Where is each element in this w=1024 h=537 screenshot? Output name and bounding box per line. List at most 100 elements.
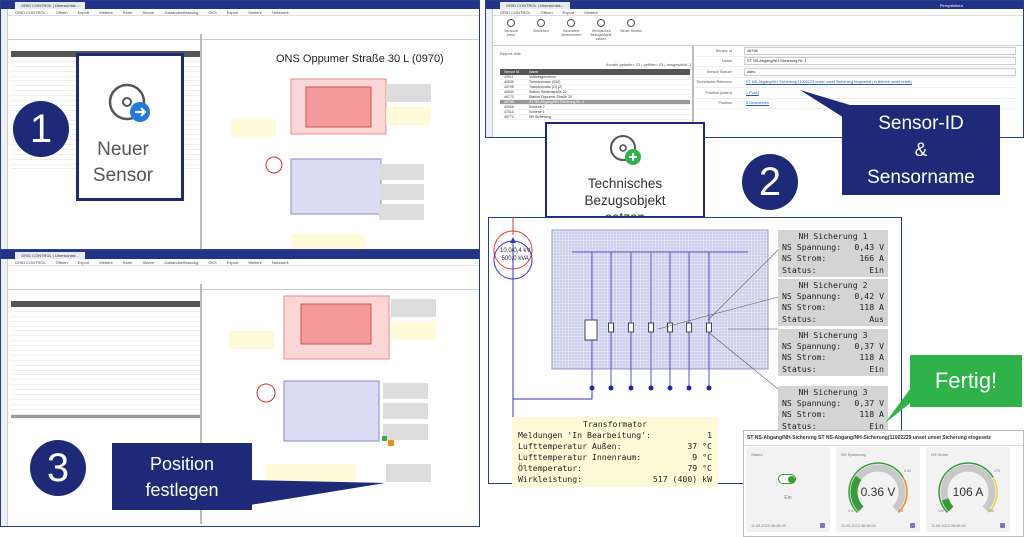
menu-tab[interactable]: Öffnen (55, 9, 68, 15)
table-row[interactable] (11, 371, 201, 376)
calendar-icon[interactable] (820, 523, 825, 528)
form-value[interactable]: 46798 (744, 46, 1016, 55)
table-row[interactable]: 40530 Station Seidenstraße 22 (500, 90, 690, 95)
window-tab[interactable]: GRID CONTROL | Übersichtsk... (15, 1, 86, 9)
table-row[interactable] (11, 312, 201, 317)
report-filter[interactable]: Report: Alle (500, 51, 521, 56)
fuse-info-box[interactable]: NH Sicherung 2 NS Spannung: 0,42 V NS Strom… (778, 279, 888, 326)
menu-tab[interactable]: Netzwerk (272, 9, 289, 15)
menu-tab[interactable]: GRID CONTROL (500, 9, 531, 15)
fuse-row-value: Ein (869, 264, 884, 275)
column-header[interactable]: Sensor Id (504, 70, 519, 74)
form-value[interactable]: 1 Punkt (746, 90, 759, 95)
table-row[interactable]: 47010 Schiene 1 (500, 110, 690, 115)
menu-tab[interactable]: Weitere (248, 9, 262, 15)
table-row[interactable]: 40795 Transformator (O) (2) (500, 85, 690, 90)
table-row[interactable]: 46772 NH Sicherung (500, 115, 690, 120)
fuse-info-box[interactable]: NH Sicherung 3 NS Spannung: 0,37 V NS Strom… (778, 329, 888, 376)
calendar-icon[interactable] (910, 523, 915, 528)
table-row[interactable] (11, 341, 201, 347)
window-tab[interactable]: GRID CONTROL | Übersichtsk... (500, 1, 571, 9)
table-row[interactable] (11, 380, 201, 386)
calendar-icon[interactable] (1000, 523, 1005, 528)
fuse-row: NS Spannung: 0,42 V (782, 291, 884, 302)
menu-tab[interactable]: Weitere (99, 259, 113, 265)
table-row[interactable] (11, 331, 201, 337)
menu-tab[interactable]: Weitere (248, 259, 262, 265)
splitter[interactable] (692, 46, 694, 137)
column-header[interactable]: Name (529, 70, 539, 74)
fuse-symbol[interactable] (706, 322, 712, 333)
menu-tab[interactable]: Skizze (142, 259, 155, 265)
table-row[interactable] (11, 410, 201, 415)
table-row[interactable] (11, 307, 201, 312)
table-row[interactable]: 46798 ST NS-Abgang/NH-Sicherung Nr. 4 (500, 100, 690, 105)
menu-tab[interactable]: Zustandserfassung (164, 259, 199, 265)
menu-tab[interactable]: Öffnen (540, 9, 553, 15)
fuse-info-box[interactable]: NH Sicherung 3 NS Spannung: 0,37 V NS Strom… (778, 386, 888, 433)
left-sidebar (1, 9, 8, 249)
table-row[interactable] (11, 356, 201, 361)
table-row[interactable] (11, 385, 201, 391)
table-row[interactable] (11, 375, 201, 381)
menu-tab[interactable]: Export (562, 9, 575, 15)
table-row[interactable] (11, 395, 201, 400)
table-row[interactable] (11, 317, 201, 322)
table-row[interactable]: 40006 Schiene 2 (500, 105, 690, 110)
fuse-row-value: 0,37 V (854, 398, 884, 409)
fuse-symbol[interactable] (667, 322, 673, 333)
fuse-symbol[interactable] (608, 322, 614, 333)
ribbon-button[interactable]: Geometrie übernehmen (560, 19, 582, 42)
menu-tab[interactable]: Netzwerk (272, 259, 289, 265)
splitter[interactable] (200, 34, 202, 249)
table-row[interactable] (11, 400, 201, 405)
menu-tab[interactable]: ÖKS (208, 259, 217, 265)
table-row[interactable] (11, 361, 201, 366)
main-switch[interactable] (584, 319, 598, 341)
status-toggle[interactable] (778, 474, 796, 484)
fuse-info-box[interactable]: NH Sicherung 1 NS Spannung: 0,43 V NS Strom… (778, 230, 888, 277)
table-row[interactable] (11, 346, 201, 352)
ribbon-button[interactable]: Technisches Bezugsobjekt setzen (590, 19, 612, 42)
fuse-symbol[interactable] (628, 322, 634, 333)
table-row[interactable] (11, 336, 201, 342)
menu-tab[interactable]: GRID CONTROL (15, 9, 46, 15)
form-value[interactable]: ST NS-Abgang/NH-Sicherung(11002229 unset… (746, 80, 912, 85)
menu-tab[interactable]: Skizze (142, 9, 155, 15)
form-row: Position (intern) 1 Punkt (696, 88, 1016, 99)
menu-tab[interactable]: Export (226, 9, 239, 15)
splitter[interactable] (200, 284, 202, 524)
menu-tab[interactable]: Öffnen (55, 259, 68, 265)
fuse-symbol[interactable] (686, 322, 692, 333)
menu-tab[interactable]: Zustandserfassung (164, 9, 199, 15)
ribbon-button[interactable]: Sensorik (neu) (500, 19, 522, 42)
ribbon-button[interactable]: Schließen (530, 19, 552, 42)
table-row[interactable] (11, 327, 201, 332)
menu-tab[interactable]: ÖKS (208, 9, 217, 15)
menu-tab[interactable]: Weitere (584, 9, 598, 15)
menu-tab[interactable]: Karte (122, 9, 133, 15)
menu-tab[interactable]: Export (77, 259, 90, 265)
menu-tab[interactable]: GRID CONTROL (15, 259, 46, 265)
table-row[interactable] (11, 405, 201, 410)
card-label: Status (751, 452, 763, 457)
table-row[interactable]: 46770 Station Oppumer Straße 30 (500, 95, 690, 100)
table-row[interactable] (11, 366, 201, 371)
form-value[interactable]: ST NS-Abgang/NH-Sicherung Nr. 4 (744, 57, 1016, 66)
ribbon-button[interactable]: Neuer Sensor (620, 19, 642, 42)
menu-tab[interactable]: Karte (122, 259, 133, 265)
table-row[interactable] (11, 390, 201, 396)
fuse-symbol[interactable] (648, 322, 654, 333)
window-tab[interactable]: GRID CONTROL | Übersichtsk... (15, 251, 86, 259)
menu-tab[interactable]: Export (77, 9, 90, 15)
menu-tab[interactable]: Weitere (99, 9, 113, 15)
table-row[interactable]: 40539 Transformator (S10) (500, 80, 690, 85)
form-value[interactable]: 0 Geometrien (746, 101, 770, 106)
form-value[interactable]: Aktiv (744, 67, 1016, 76)
table-row[interactable] (11, 351, 201, 356)
perspective-menu[interactable]: Perspektiven (939, 2, 963, 8)
table-row[interactable]: 43011 Vollanlagenstrom (500, 75, 690, 80)
table-row[interactable] (11, 414, 201, 420)
menu-tab[interactable]: Export (226, 259, 239, 265)
table-row[interactable] (11, 322, 201, 327)
